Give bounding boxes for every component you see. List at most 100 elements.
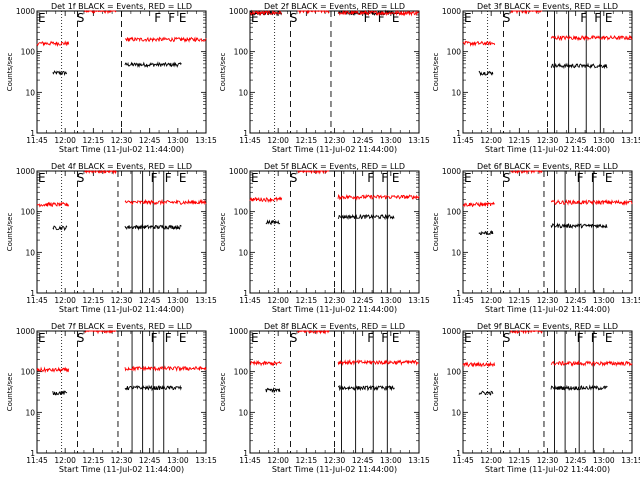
events-series: [550, 62, 608, 70]
event-marker: E: [392, 171, 400, 185]
plot-svg: Det 4f BLACK = Events, RED = LLD 1 10 100 10…: [6, 162, 217, 314]
lld-series: [36, 201, 70, 208]
lld-series: [510, 330, 543, 335]
lld-series: [550, 34, 633, 42]
event-marker: F: [168, 11, 175, 25]
events-series: [265, 219, 281, 226]
lld-series: [462, 361, 496, 368]
detector-panel-3: Det 3f BLACK = Events, RED = LLD 1 10 100 10…: [426, 0, 640, 160]
y-tick-label: 100: [234, 208, 249, 217]
plot-frame: [462, 330, 633, 454]
x-tick-label: 13:15: [195, 296, 217, 305]
event-marker: E: [605, 331, 613, 345]
x-tick-label: 11:45: [26, 136, 48, 145]
event-marker: E: [605, 11, 613, 25]
event-marker: S: [77, 171, 85, 185]
event-marker: E: [464, 171, 472, 185]
x-tick-label: 12:45: [139, 296, 161, 305]
y-tick-label: 10: [238, 408, 248, 417]
y-tick-label: 100: [21, 368, 36, 377]
x-tick-label: 12:30: [111, 296, 133, 305]
detector-panel-2: Det 2f BLACK = Events, RED = LLD 1 10 100 10…: [213, 0, 430, 160]
y-tick-label: 100: [234, 368, 249, 377]
event-marker: E: [179, 171, 187, 185]
event-marker: F: [154, 11, 161, 25]
x-tick-label: 12:30: [111, 456, 133, 465]
x-tick-label: 13:00: [167, 456, 189, 465]
event-marker: F: [165, 331, 172, 345]
x-tick-label: 12:45: [139, 136, 161, 145]
y-tick-label: 1: [243, 129, 248, 138]
event-marker: E: [392, 331, 400, 345]
x-tick-label: 11:45: [239, 296, 261, 305]
x-tick-label: 12:30: [537, 456, 559, 465]
plot-frame: [462, 170, 633, 294]
detector-panel-6: Det 6f BLACK = Events, RED = LLD 1 10 100 10…: [426, 160, 640, 320]
y-tick-label: 1: [243, 289, 248, 298]
y-tick-label: 100: [447, 368, 462, 377]
x-tick-label: 12:00: [267, 136, 289, 145]
lld-series: [550, 360, 633, 367]
y-axis-label: Counts/sec: [219, 213, 227, 252]
x-tick-label: 12:15: [509, 136, 531, 145]
event-marker: E: [605, 171, 613, 185]
events-series: [52, 225, 68, 232]
event-marker: S: [290, 171, 298, 185]
y-tick-label: 1: [30, 129, 35, 138]
y-tick-label: 1000: [442, 7, 461, 16]
y-axis-label: Counts/sec: [432, 53, 440, 92]
lld-series: [297, 170, 330, 175]
plot-svg: Det 9f BLACK = Events, RED = LLD 1 10 100 10…: [432, 322, 640, 474]
x-tick-label: 12:30: [324, 456, 346, 465]
x-tick-label: 12:00: [267, 456, 289, 465]
event-marker: E: [464, 331, 472, 345]
plot-title: Det 1f BLACK = Events, RED = LLD: [51, 2, 192, 11]
event-marker: F: [591, 331, 598, 345]
event-marker: S: [290, 11, 298, 25]
event-marker: F: [591, 171, 598, 185]
x-tick-label: 12:15: [83, 456, 105, 465]
event-marker: F: [381, 171, 388, 185]
x-axis-label: Start Time (11-Jul-02 11:44:00): [59, 305, 184, 314]
y-tick-label: 1: [30, 449, 35, 458]
x-tick-label: 12:15: [509, 456, 531, 465]
x-tick-label: 11:45: [452, 456, 474, 465]
lld-series: [124, 36, 207, 43]
plot-title: Det 4f BLACK = Events, RED = LLD: [51, 162, 192, 171]
events-series: [52, 390, 68, 396]
detector-panel-7: Det 7f BLACK = Events, RED = LLD 1 10 100 10…: [0, 320, 217, 480]
lld-series: [462, 201, 495, 208]
x-tick-label: 13:00: [380, 296, 402, 305]
x-tick-label: 12:15: [83, 136, 105, 145]
plot-frame: [36, 170, 207, 294]
plot-frame: [249, 10, 420, 134]
x-tick-label: 12:15: [296, 136, 318, 145]
y-tick-label: 100: [447, 48, 462, 57]
y-tick-label: 100: [234, 48, 249, 57]
event-marker: S: [503, 11, 511, 25]
lld-series: [124, 365, 207, 372]
x-axis-label: Start Time (11-Jul-02 11:44:00): [272, 145, 397, 154]
x-tick-label: 12:30: [537, 136, 559, 145]
x-tick-label: 13:15: [621, 136, 640, 145]
plot-svg: Det 6f BLACK = Events, RED = LLD 1 10 100 10…: [432, 162, 640, 314]
x-tick-label: 13:00: [167, 296, 189, 305]
x-axis-label: Start Time (11-Jul-02 11:44:00): [59, 465, 184, 474]
event-marker: F: [378, 11, 385, 25]
y-tick-label: 1000: [16, 327, 35, 336]
x-tick-label: 12:45: [565, 296, 587, 305]
event-marker: E: [179, 11, 187, 25]
x-tick-label: 13:00: [380, 456, 402, 465]
plot-title: Det 9f BLACK = Events, RED = LLD: [477, 322, 618, 331]
x-tick-label: 12:30: [324, 296, 346, 305]
x-tick-label: 13:00: [593, 296, 615, 305]
x-tick-label: 12:15: [509, 296, 531, 305]
x-axis-label: Start Time (11-Jul-02 11:44:00): [485, 145, 610, 154]
y-tick-label: 1000: [16, 167, 35, 176]
x-tick-label: 12:30: [324, 136, 346, 145]
events-series: [124, 384, 182, 392]
plot-svg: Det 7f BLACK = Events, RED = LLD 1 10 100 10…: [6, 322, 217, 474]
event-marker: F: [165, 171, 172, 185]
plot-title: Det 2f BLACK = Events, RED = LLD: [264, 2, 405, 11]
